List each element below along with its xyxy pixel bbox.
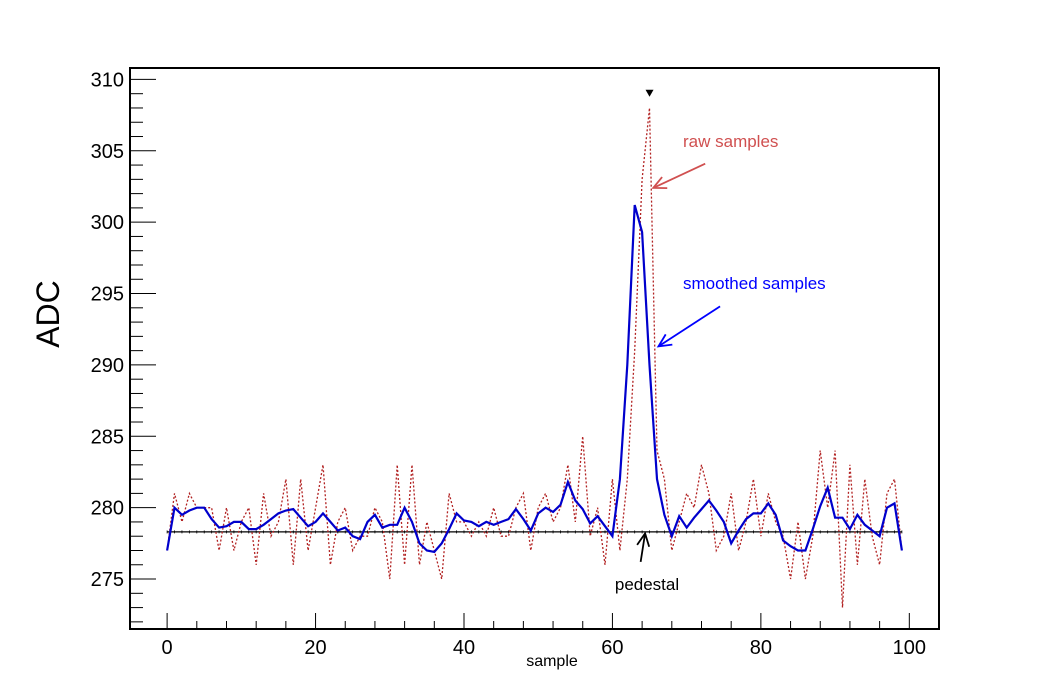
- y-tick-label: 275: [91, 569, 124, 591]
- y-tick-label: 285: [91, 426, 124, 448]
- x-axis-title: sample: [526, 653, 578, 670]
- y-tick-label: 295: [91, 284, 124, 306]
- x-tick-label: 40: [453, 637, 475, 659]
- annotation-label-pedestal: pedestal: [615, 575, 679, 594]
- x-tick-label: 100: [893, 637, 926, 659]
- annotation-arrow-pedestal: [639, 533, 646, 563]
- annotation-label-smoothed: smoothed samples: [683, 274, 826, 293]
- y-tick-label: 305: [91, 141, 124, 163]
- series-layer: [166, 89, 903, 608]
- x-tick-label: 60: [601, 637, 623, 659]
- y-axis-title: ADC: [30, 280, 66, 348]
- peak-marker: [645, 89, 654, 97]
- annotation-arrowhead-raw: [651, 176, 668, 189]
- x-tick-label: 0: [162, 637, 173, 659]
- x-tick-label: 20: [304, 637, 326, 659]
- x-tick-label: 80: [750, 637, 772, 659]
- y-tick-label: 290: [91, 355, 124, 377]
- y-tick-label: 280: [91, 498, 124, 520]
- annotation-label-raw: raw samples: [683, 132, 778, 151]
- annotation-arrowhead-pedestal: [636, 531, 651, 548]
- annotation-arrowhead-smoothed: [656, 333, 673, 348]
- y-tick-label: 310: [91, 69, 124, 91]
- annotations-layer: raw samples smoothed samples pedestal: [615, 132, 826, 594]
- annotation-arrow-raw: [652, 162, 706, 189]
- y-tick-label: 300: [91, 212, 124, 234]
- axis-ticks: 0 20 40 60 80 100 275 280 285 290 295 300 305 310: [91, 69, 926, 659]
- series-line-raw: [166, 107, 903, 608]
- plot-frame: [129, 67, 940, 630]
- annotation-arrow-smoothed: [657, 305, 721, 348]
- series-line-smoothed: [166, 204, 903, 554]
